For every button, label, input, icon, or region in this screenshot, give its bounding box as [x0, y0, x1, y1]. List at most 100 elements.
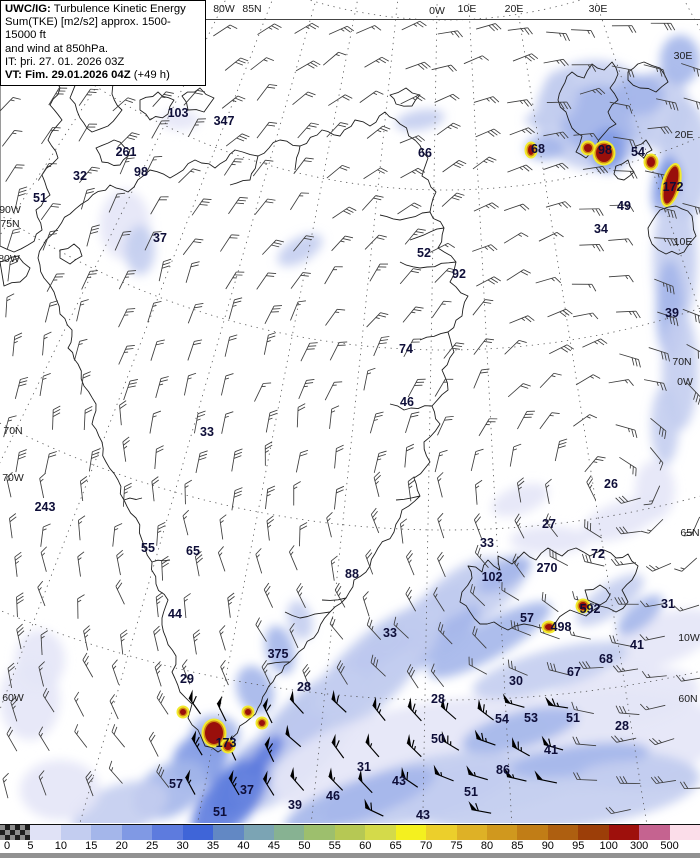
wind-barb	[611, 65, 635, 78]
wind-barb	[608, 238, 634, 246]
wind-barb	[356, 25, 382, 34]
wind-barb	[264, 305, 282, 325]
wind-barb	[114, 230, 132, 251]
wind-barb	[326, 164, 350, 179]
wind-barb	[575, 374, 601, 386]
wind-barb	[185, 769, 196, 795]
wind-barb	[123, 379, 138, 401]
parallel-line	[308, 0, 582, 21]
tke-value-label: 55	[141, 541, 155, 555]
hotspot-core	[224, 742, 232, 750]
wind-barb	[112, 97, 136, 112]
colorbar-cell	[273, 825, 305, 840]
wind-barb	[326, 511, 333, 538]
wind-barb	[473, 368, 490, 389]
wind-barb	[262, 770, 275, 796]
wind-barb	[40, 523, 51, 547]
wind-barb	[111, 659, 120, 685]
coastline-greenland	[37, 111, 469, 753]
tke-value-label: 54	[495, 712, 509, 726]
wind-barb	[405, 411, 420, 433]
colorbar-cell	[487, 825, 518, 840]
wind-barb	[147, 300, 162, 323]
wind-barb	[228, 196, 248, 215]
tke-value-label: 243	[35, 500, 56, 514]
tke-shade-patch	[284, 766, 436, 823]
wind-barb	[463, 55, 489, 65]
wind-barb	[148, 731, 159, 757]
wind-barb	[654, 278, 675, 295]
wind-barb	[5, 293, 15, 318]
wind-barb	[79, 166, 100, 184]
wind-barb	[299, 522, 308, 547]
wind-barb	[641, 670, 667, 679]
wind-barb	[433, 587, 445, 612]
colorbar-tick: 35	[206, 840, 220, 852]
wind-barb	[6, 228, 22, 250]
wind-barb	[654, 205, 677, 219]
wind-barb	[80, 187, 95, 210]
tke-shade-patch	[541, 667, 699, 733]
wind-barb	[295, 449, 309, 473]
wind-barb	[156, 764, 170, 788]
wind-barb	[545, 478, 552, 504]
wind-barb	[182, 509, 190, 536]
wind-barb	[263, 332, 277, 355]
wind-barb	[615, 424, 638, 438]
wind-barb	[437, 415, 454, 436]
tke-value-label: 28	[431, 692, 445, 706]
tke-value-label: 29	[180, 672, 194, 686]
hotspot-core	[647, 157, 655, 167]
wind-barb	[334, 485, 345, 510]
wind-barb	[473, 96, 500, 104]
wind-barb	[503, 232, 529, 244]
tke-value-label: 27	[542, 517, 556, 531]
wind-barb	[219, 514, 227, 540]
wind-barb	[472, 625, 487, 649]
wind-barb	[643, 64, 666, 78]
grid-label: 0W	[677, 376, 693, 388]
wind-barb	[120, 629, 128, 655]
wind-barb	[265, 409, 278, 433]
tke-shade-patch	[510, 526, 590, 554]
wind-barb	[326, 122, 349, 138]
wind-barb	[334, 582, 346, 608]
wind-barb	[400, 767, 419, 788]
wind-barb	[406, 550, 415, 576]
tke-value-label: 46	[400, 395, 414, 409]
grid-label: 20E	[505, 3, 524, 15]
wind-barb	[686, 344, 700, 359]
tke-value-label: 49	[617, 199, 631, 213]
tke-value-label: 173	[216, 736, 237, 750]
grid-label: 20E	[675, 129, 694, 141]
wind-barb	[0, 97, 21, 112]
tke-shade-patch	[160, 110, 200, 130]
wind-barb	[225, 271, 245, 290]
wind-barb	[255, 617, 267, 642]
colorbar-tick: 50	[298, 840, 311, 852]
wind-barb	[37, 580, 46, 607]
wind-barb	[183, 89, 206, 106]
wind-barb	[223, 158, 244, 176]
tke-shade-patch	[395, 109, 445, 131]
colorbar-tick: 75	[450, 840, 463, 852]
wind-barb	[154, 661, 162, 687]
wind-barb	[108, 192, 126, 213]
hotspot-core	[596, 144, 612, 162]
wind-barb	[328, 94, 353, 106]
wind-barb	[504, 767, 527, 782]
grid-label: 10W	[678, 632, 700, 644]
wind-barb	[554, 438, 568, 462]
wind-barb	[264, 441, 273, 466]
wind-barb	[366, 125, 391, 139]
colorbar-tick: 0	[4, 840, 11, 852]
wind-barb	[440, 697, 457, 720]
wind-barb	[437, 551, 446, 578]
coastline-isl3	[139, 91, 175, 121]
hotspot-core	[579, 602, 587, 610]
tke-value-label: 57	[520, 611, 534, 625]
title-line-4: IT: þri. 27. 01. 2026 03Z	[5, 55, 125, 68]
wind-barb	[640, 703, 666, 711]
wind-barb	[546, 661, 569, 676]
wind-barb	[431, 300, 452, 318]
